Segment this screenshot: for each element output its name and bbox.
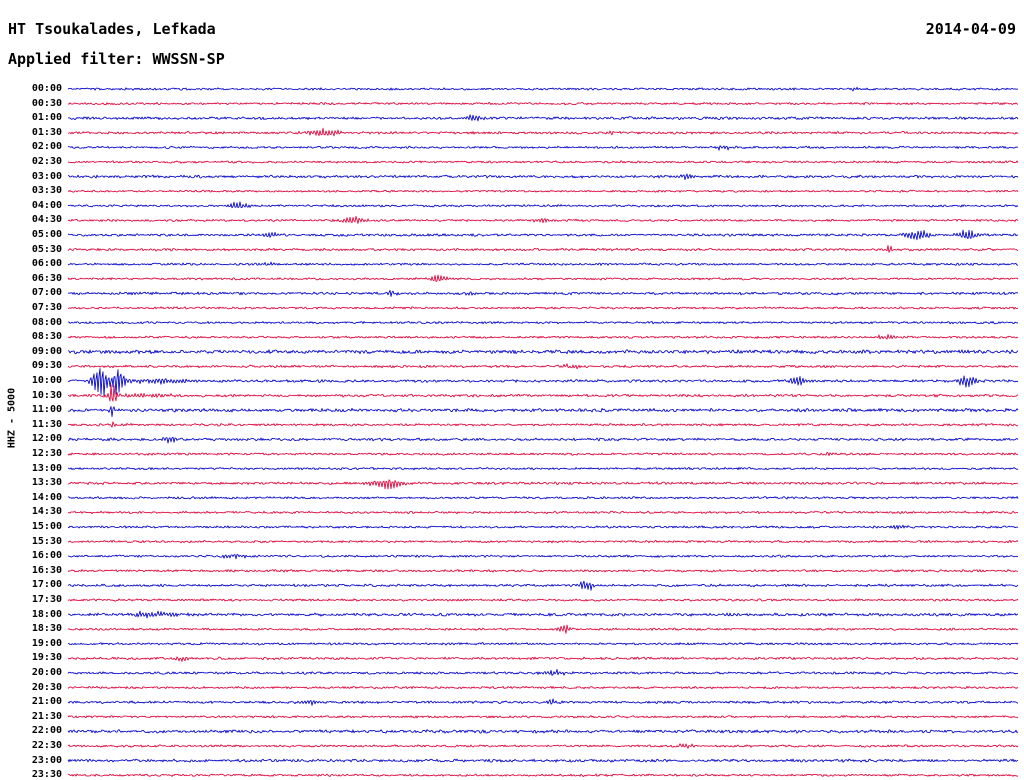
time-label: 14:30 — [31, 506, 62, 518]
time-label: 04:00 — [31, 199, 62, 211]
time-label: 21:30 — [31, 710, 62, 722]
time-label: 03:30 — [31, 185, 62, 197]
time-label: 01:00 — [31, 112, 62, 124]
time-label: 17:30 — [31, 594, 62, 605]
time-label: 11:30 — [31, 418, 62, 430]
time-label: 15:00 — [31, 521, 62, 532]
time-label: 23:00 — [31, 754, 62, 766]
time-label: 08:00 — [31, 316, 62, 328]
filter-label: Applied filter: WWSSN-SP — [8, 50, 225, 68]
time-label: 10:00 — [31, 375, 62, 386]
time-label: 03:00 — [31, 170, 62, 182]
time-label: 02:00 — [31, 141, 62, 153]
station-title: HT Tsoukalades, Lefkada — [8, 20, 216, 38]
time-label: 22:00 — [31, 725, 62, 737]
time-label: 07:00 — [31, 287, 62, 299]
time-label: 23:30 — [31, 769, 62, 780]
time-label: 16:00 — [31, 550, 62, 562]
time-label: 11:00 — [31, 404, 62, 416]
time-label: 01:30 — [31, 126, 62, 138]
time-label: 09:30 — [31, 360, 62, 372]
time-label: 08:30 — [31, 331, 62, 343]
time-label: 10:30 — [31, 389, 62, 401]
time-label: 05:30 — [31, 243, 62, 255]
time-label: 04:30 — [31, 214, 62, 226]
time-label: 13:00 — [31, 462, 62, 474]
time-label: 07:30 — [31, 302, 62, 313]
time-label: 21:00 — [31, 696, 62, 708]
time-label: 05:00 — [31, 229, 62, 240]
time-label: 14:00 — [31, 491, 62, 503]
time-label: 16:30 — [31, 564, 62, 576]
time-label: 19:30 — [31, 652, 62, 664]
time-label: 12:30 — [31, 448, 62, 459]
time-label: 15:30 — [31, 535, 62, 547]
time-label: 12:00 — [31, 433, 62, 445]
time-label: 18:30 — [31, 623, 62, 635]
time-label: 19:00 — [31, 637, 62, 649]
time-label: 20:00 — [31, 667, 62, 678]
time-label: 17:00 — [31, 579, 62, 591]
time-label: 06:30 — [31, 272, 62, 284]
time-label: 00:30 — [31, 97, 62, 109]
time-label: 20:30 — [31, 681, 62, 693]
time-label: 00:00 — [31, 83, 62, 94]
date-label: 2014-04-09 — [925, 20, 1016, 38]
time-label: 02:30 — [31, 156, 62, 167]
time-label: 18:00 — [31, 608, 62, 620]
time-label: 22:30 — [31, 740, 62, 751]
time-label: 13:30 — [31, 477, 62, 489]
time-label: 09:00 — [31, 345, 62, 357]
time-label: 06:00 — [31, 258, 62, 270]
